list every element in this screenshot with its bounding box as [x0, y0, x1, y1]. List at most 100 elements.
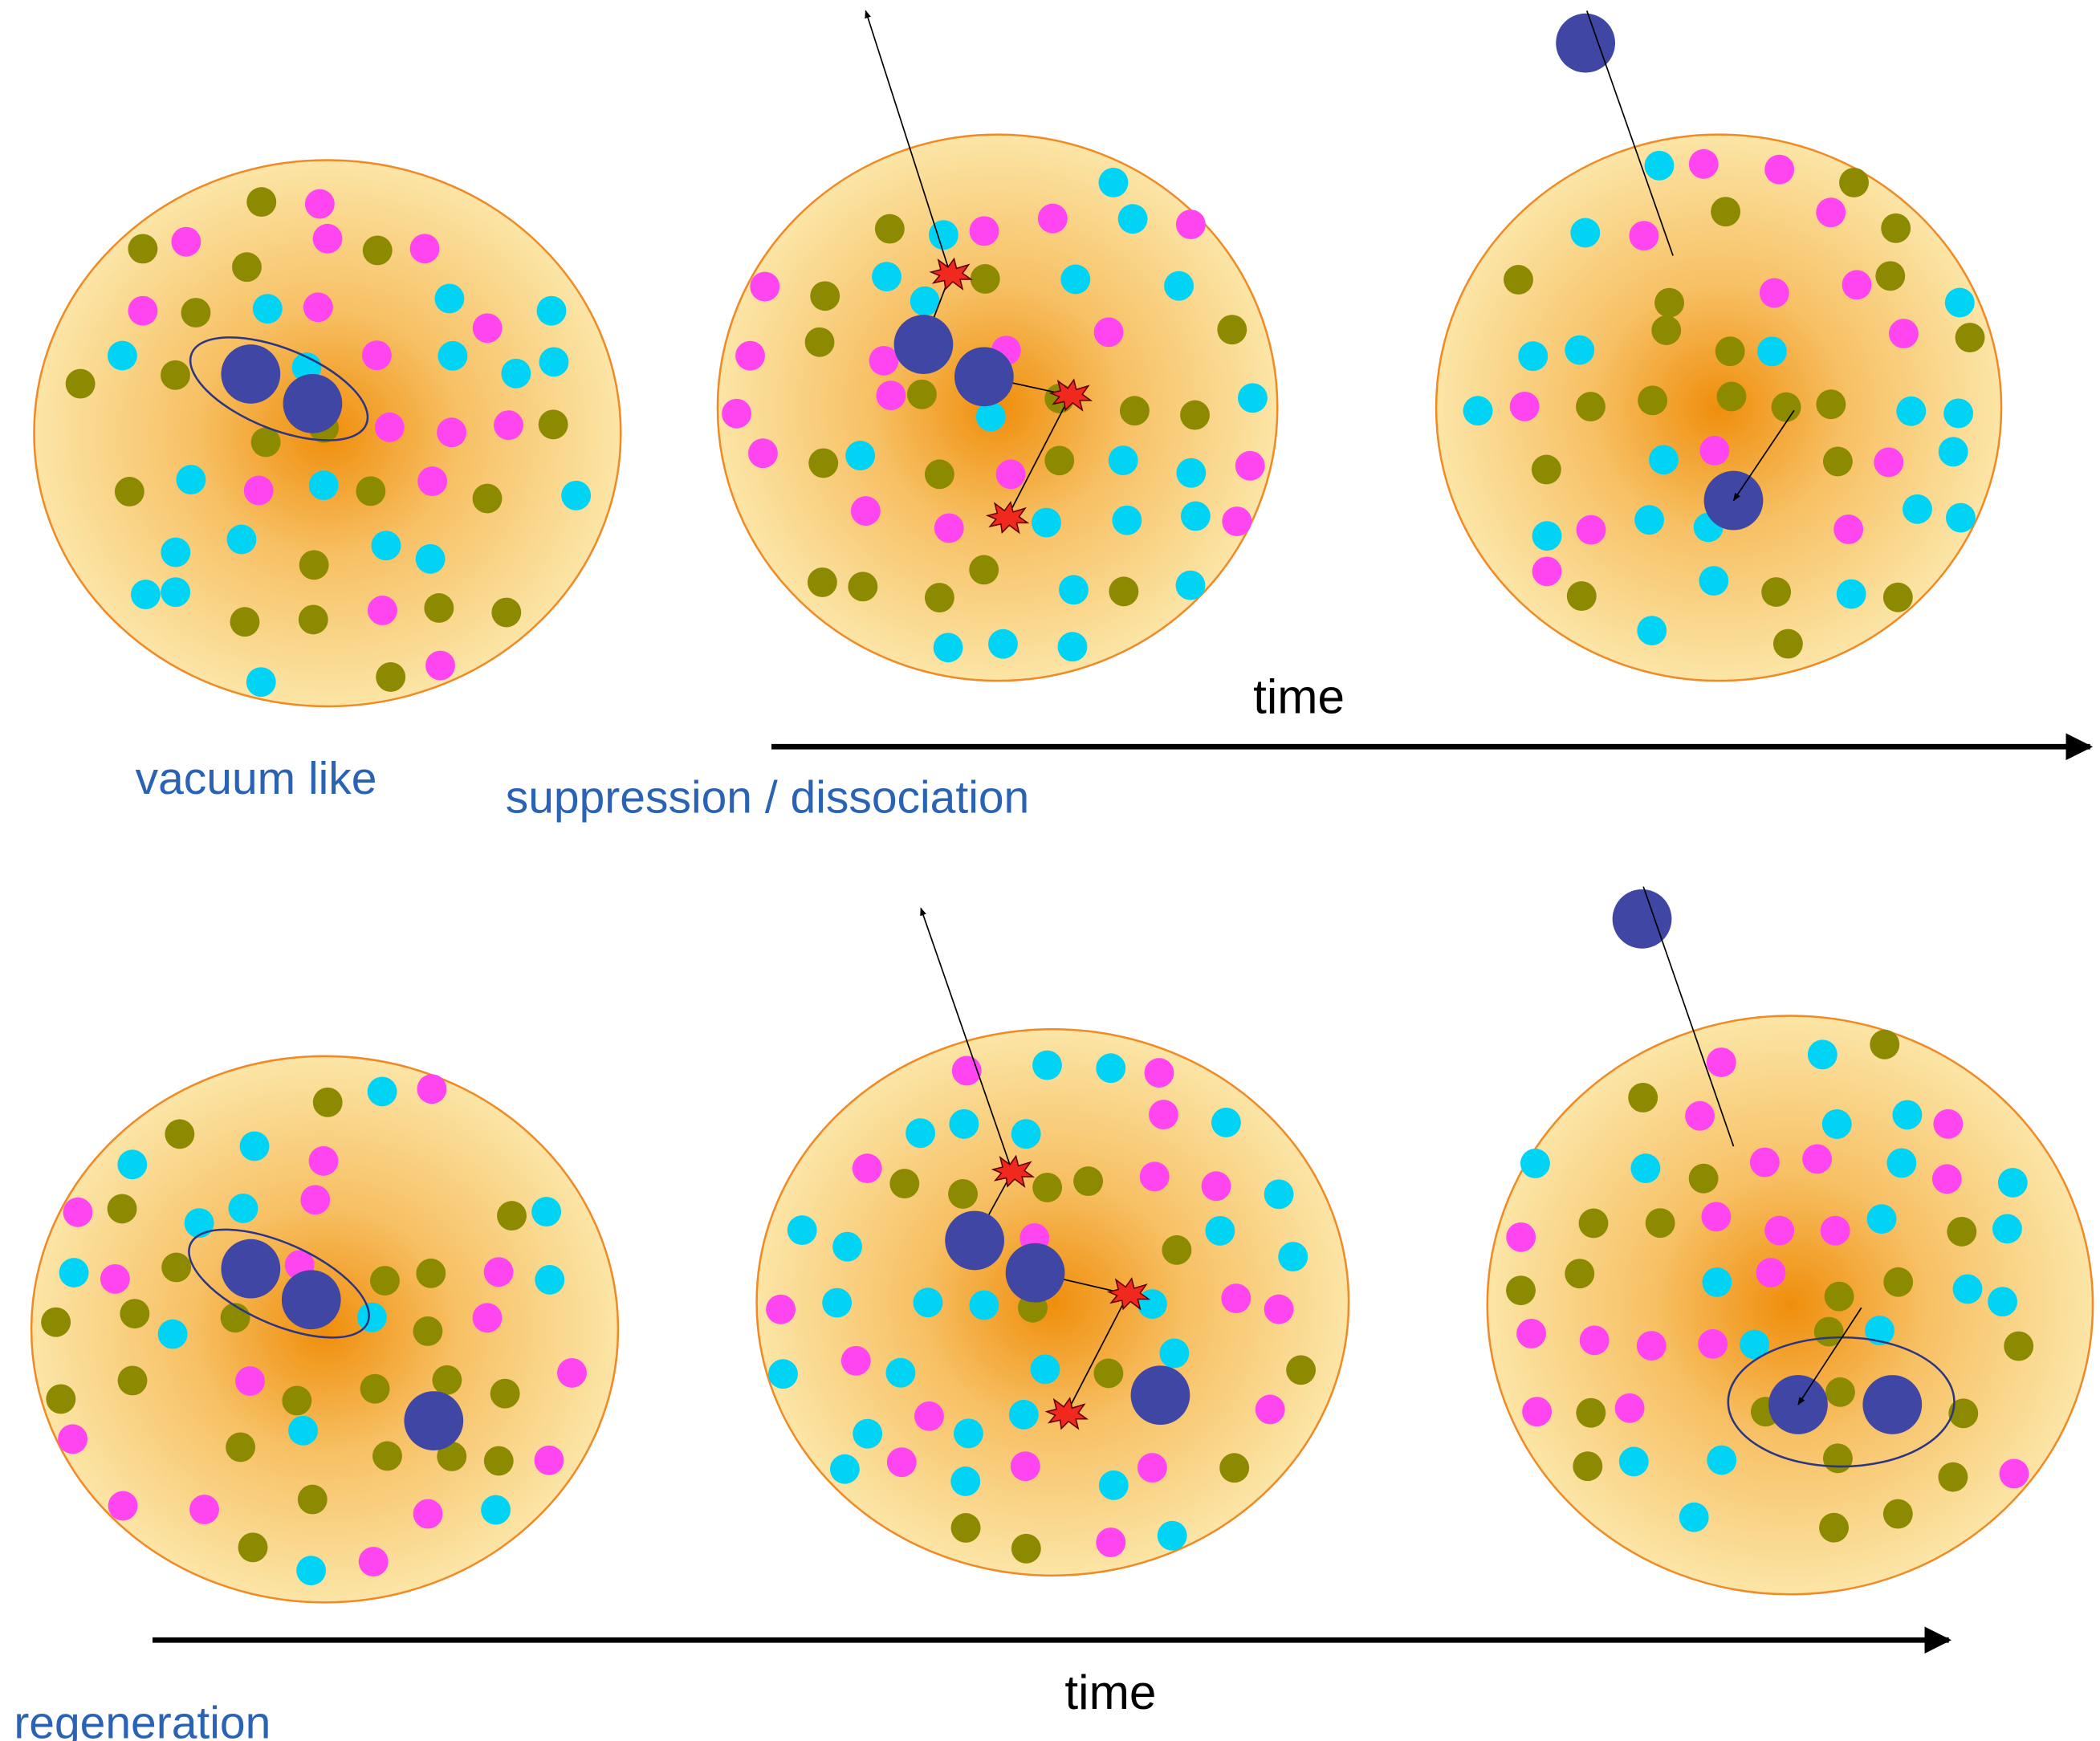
particle — [1506, 1222, 1536, 1252]
particle — [1883, 1499, 1913, 1529]
particle — [1516, 1319, 1546, 1348]
particle — [1180, 401, 1210, 430]
particle — [948, 1179, 978, 1209]
particle — [907, 380, 937, 409]
particle — [413, 1316, 442, 1346]
particle — [1619, 1446, 1649, 1476]
particle — [108, 1491, 138, 1521]
particle — [416, 544, 446, 574]
particle — [1235, 451, 1265, 481]
particle — [1896, 397, 1926, 426]
particle — [1628, 1083, 1658, 1113]
particle — [1138, 1453, 1167, 1483]
particle — [376, 662, 405, 692]
quark — [404, 1391, 463, 1450]
particle — [722, 399, 751, 429]
particle — [1140, 1161, 1170, 1191]
particle — [1764, 155, 1794, 185]
particle — [1286, 1355, 1316, 1385]
particle — [298, 1485, 328, 1515]
particle — [1867, 1204, 1897, 1234]
particle — [1094, 317, 1124, 347]
particle — [473, 1303, 503, 1332]
particle — [59, 1258, 89, 1287]
particle — [1162, 1235, 1191, 1265]
particle — [484, 1257, 514, 1287]
particle — [810, 281, 840, 311]
particle — [1522, 1397, 1552, 1426]
particle — [161, 577, 190, 607]
particle — [1679, 1503, 1709, 1532]
particle — [226, 1432, 255, 1462]
particle — [1520, 1149, 1550, 1178]
particle — [1205, 1216, 1235, 1246]
particle — [1699, 436, 1729, 466]
quark — [894, 315, 954, 374]
particle — [1945, 288, 1975, 318]
particle — [1219, 1453, 1249, 1483]
particle — [1711, 197, 1740, 226]
particle — [1038, 204, 1068, 234]
particle — [1217, 315, 1247, 344]
quark — [283, 374, 343, 433]
particle — [1570, 218, 1600, 248]
particle — [1264, 1295, 1294, 1324]
particle — [845, 441, 875, 470]
particle — [822, 1288, 852, 1318]
particle — [914, 1287, 943, 1317]
plasma — [31, 1056, 618, 1603]
particle — [1044, 445, 1074, 475]
quark — [954, 347, 1014, 406]
particle — [1760, 278, 1789, 307]
particle — [1099, 168, 1129, 197]
particle — [848, 572, 877, 601]
particle — [1946, 503, 1976, 533]
particle — [108, 341, 137, 371]
particle — [494, 410, 523, 440]
particle — [1701, 1202, 1731, 1231]
particle — [1998, 1168, 2028, 1198]
particle — [1698, 1329, 1728, 1359]
particle — [299, 604, 328, 634]
particle — [886, 1358, 916, 1388]
particle — [925, 459, 954, 489]
particle — [996, 459, 1026, 489]
particle — [2004, 1332, 2033, 1361]
caption: regeneration — [14, 1698, 271, 1741]
particle — [1032, 1173, 1062, 1202]
particle — [887, 1447, 917, 1477]
particle — [1717, 382, 1747, 412]
quark — [221, 344, 280, 404]
particle — [491, 598, 521, 628]
particle — [1096, 1527, 1125, 1557]
particle — [1011, 1119, 1041, 1149]
particle — [128, 296, 157, 326]
particle — [1118, 204, 1148, 234]
particle — [1874, 448, 1903, 478]
particle — [841, 1346, 871, 1376]
particle — [1933, 1109, 1963, 1139]
particle — [227, 525, 257, 555]
particle — [309, 1146, 339, 1176]
quark — [1131, 1365, 1190, 1425]
particle — [1504, 265, 1533, 295]
particle — [830, 1454, 860, 1484]
particle — [244, 476, 274, 506]
particle — [1073, 1166, 1103, 1196]
particle — [1096, 1053, 1125, 1083]
particle — [539, 409, 568, 439]
particle — [735, 341, 765, 371]
particle — [1825, 1377, 1855, 1407]
particle — [473, 484, 503, 514]
particle — [1629, 221, 1658, 250]
particle — [970, 216, 999, 246]
particle — [1881, 214, 1911, 243]
particle — [1685, 1101, 1715, 1131]
particle — [253, 294, 283, 323]
particle — [748, 438, 778, 468]
particle — [1764, 1216, 1794, 1246]
particle — [1176, 571, 1206, 600]
particle — [370, 1266, 400, 1296]
particle — [1761, 577, 1791, 607]
particle — [1819, 1513, 1849, 1543]
